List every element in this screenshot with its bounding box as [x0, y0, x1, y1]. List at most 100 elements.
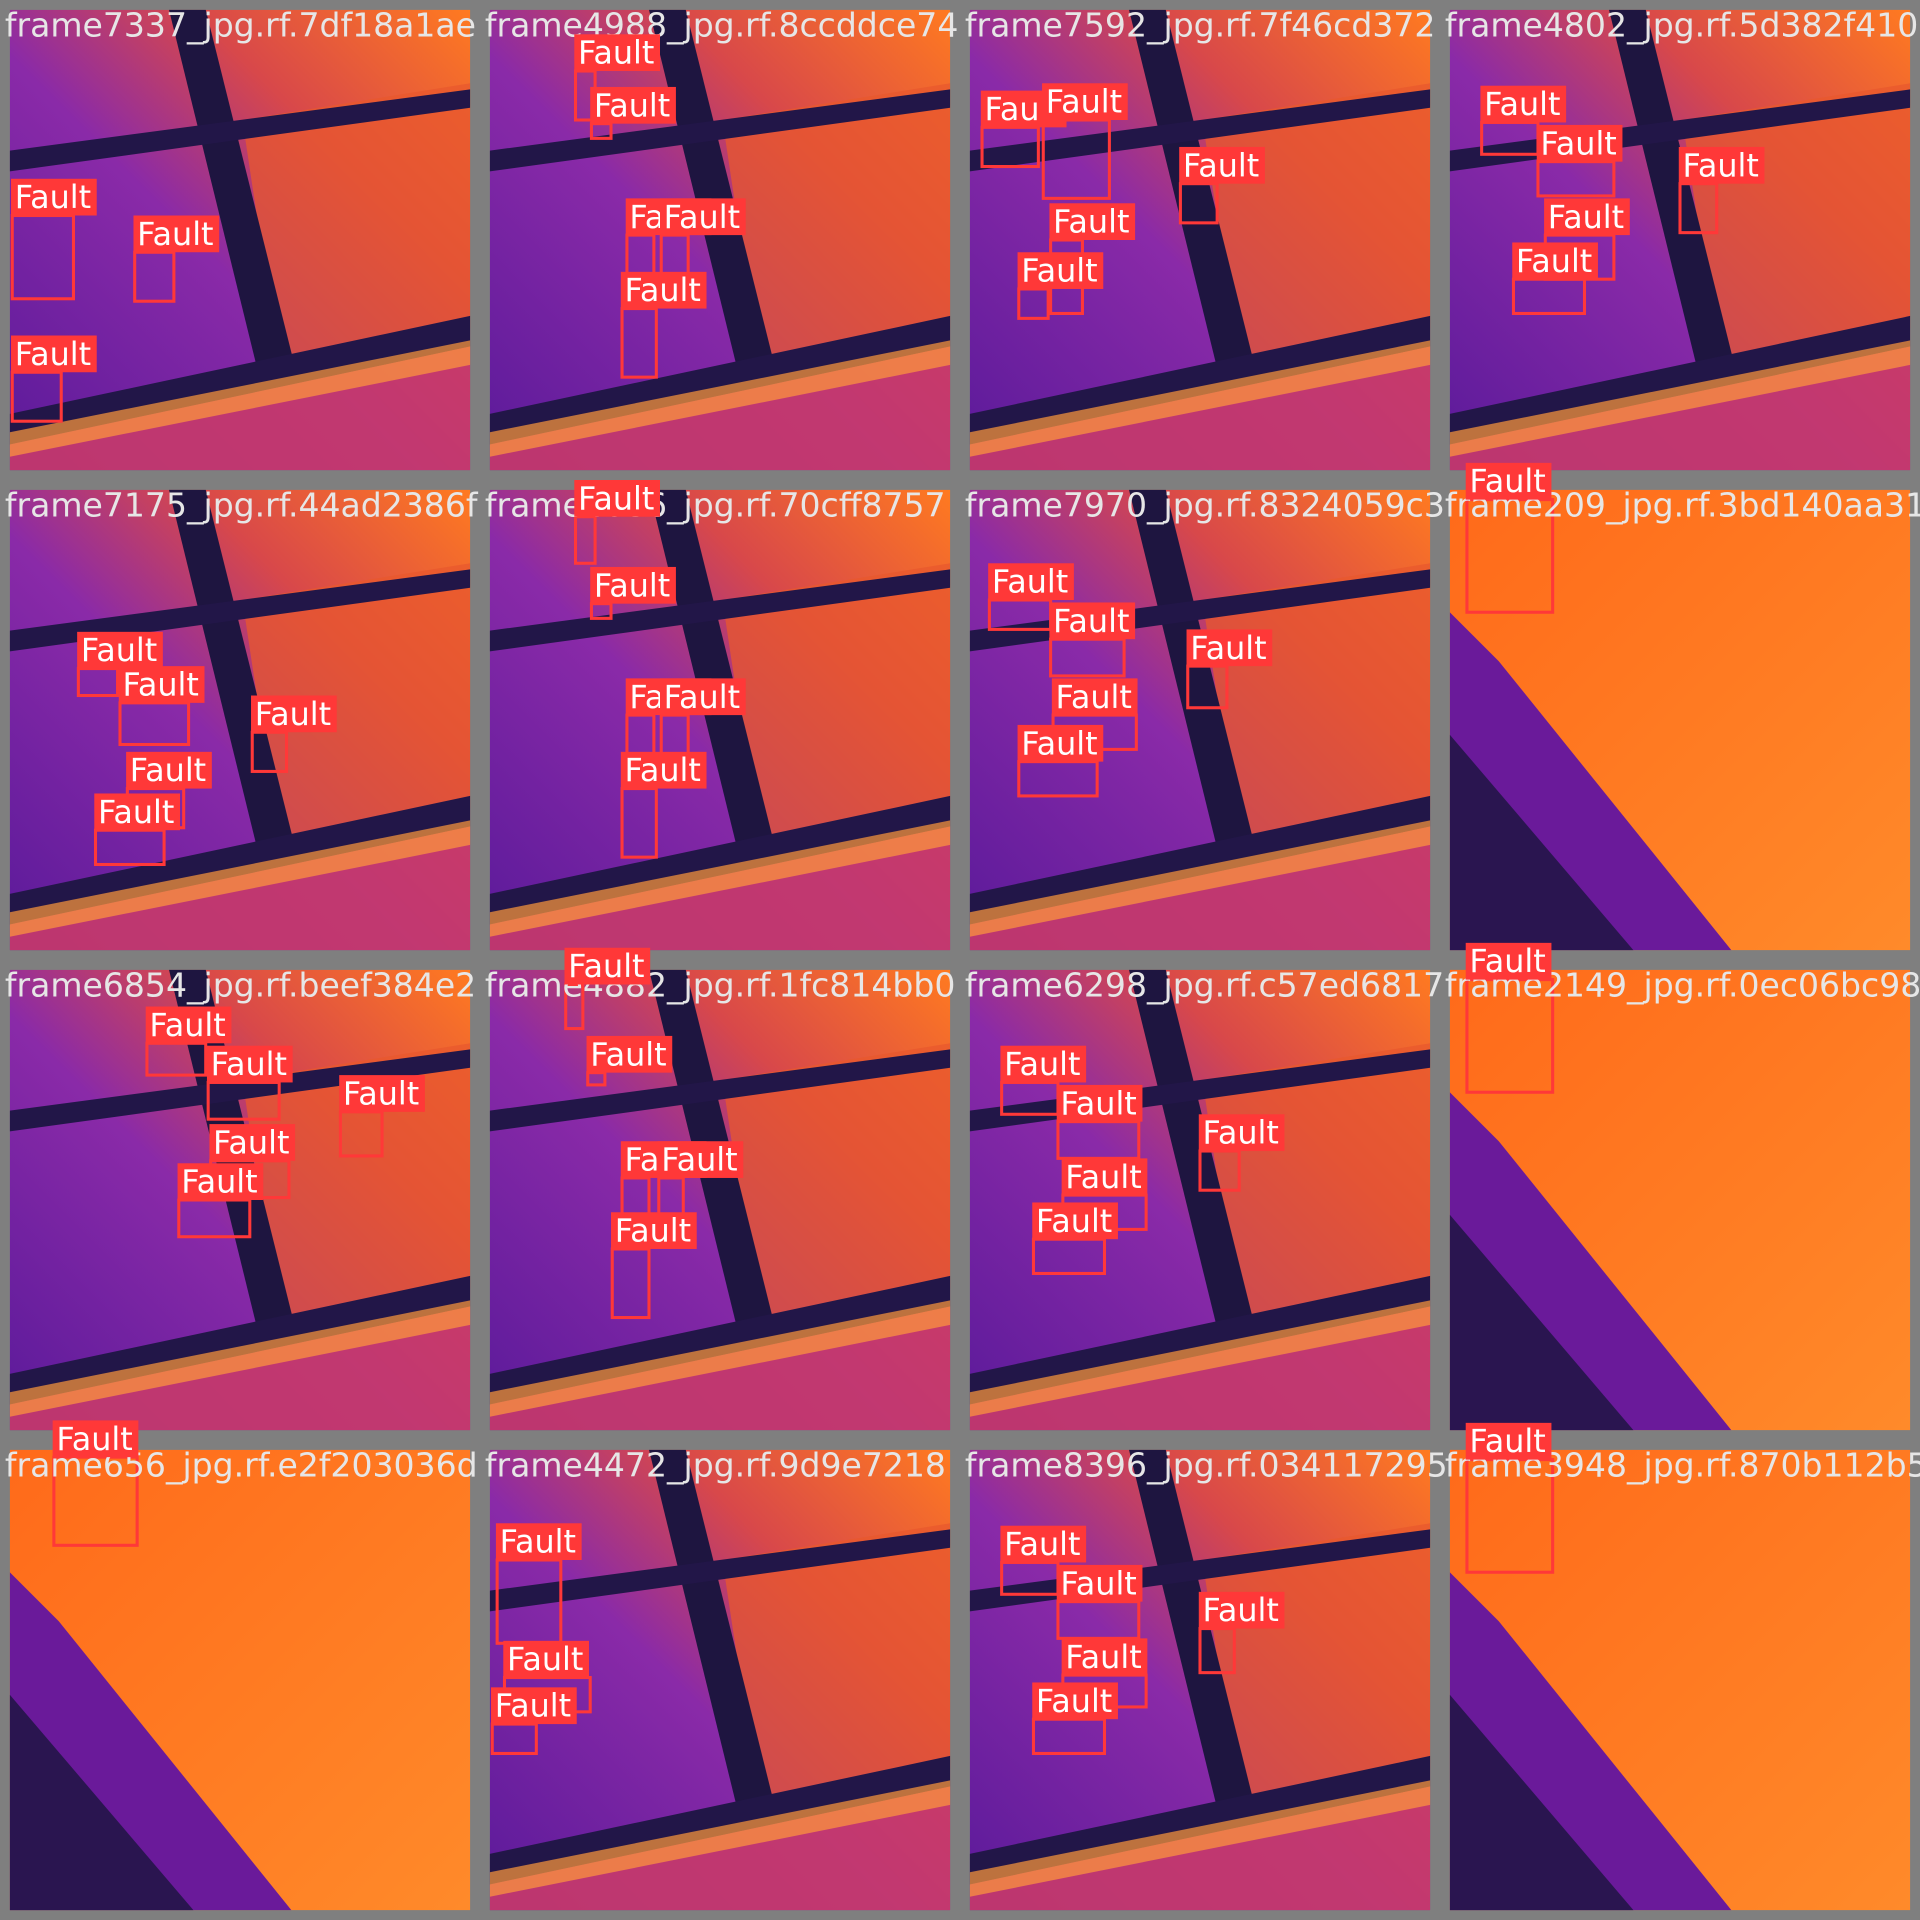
label-tab — [1512, 242, 1598, 280]
box-label: Fault — [1469, 1422, 1545, 1460]
frame-line — [9, 89, 471, 172]
panel-orange — [1202, 1043, 1431, 1325]
image-content — [489, 969, 951, 1431]
label-tab — [11, 335, 97, 373]
label-tab — [1061, 1158, 1148, 1196]
box-label: Fault — [615, 1212, 691, 1250]
box-label: Fault — [1004, 1525, 1080, 1563]
box-label: Fault — [1516, 242, 1592, 280]
label-tab — [94, 793, 180, 831]
box-label: Fault — [343, 1074, 419, 1112]
file-name: frame4882_jpg.rf.1fc814bb0 — [485, 966, 955, 1005]
frame-line — [489, 1529, 951, 1612]
frame-line — [168, 9, 298, 384]
box-label: Fault — [1036, 1682, 1112, 1720]
panel-orange — [722, 1043, 951, 1325]
file-name: frame4802_jpg.rf.5d382f410 — [1445, 6, 1918, 45]
label-tab — [503, 1640, 589, 1678]
frame-line — [9, 1049, 471, 1132]
frame-line — [489, 89, 951, 172]
box-label: Fault — [213, 1123, 289, 1161]
thermal-image — [9, 9, 471, 471]
bounding-box — [1031, 1237, 1107, 1275]
label-tab — [177, 1163, 264, 1200]
thermal-image — [489, 9, 951, 471]
box-label: Fault — [624, 751, 700, 789]
frame-line — [1608, 9, 1738, 384]
label-tab — [1056, 1084, 1143, 1122]
box-label: Fault — [1053, 602, 1129, 640]
label-tab — [1000, 1045, 1087, 1083]
label-tab — [586, 1035, 673, 1073]
label-tab — [209, 1124, 296, 1161]
label-tab — [657, 1141, 744, 1178]
ground-glow — [969, 820, 1431, 937]
label-tab — [491, 1687, 577, 1725]
box-label: Fault — [98, 793, 174, 831]
image-content — [9, 9, 471, 471]
label-tab — [126, 751, 212, 789]
frame-line — [1128, 9, 1258, 384]
box-label: Fault — [578, 479, 654, 517]
thermal-image — [1449, 969, 1911, 1431]
image-content — [1449, 9, 1911, 471]
label-tab — [988, 563, 1074, 600]
file-name: frame6298_jpg.rf.c57ed6817 — [965, 966, 1444, 1005]
box-label: Fault — [1021, 724, 1097, 762]
label-tab — [1017, 724, 1104, 762]
box-label: Fault — [500, 1523, 576, 1561]
box-label: Fault — [211, 1045, 287, 1083]
label-tab — [1042, 83, 1128, 120]
label-tab — [590, 86, 676, 124]
thermal-image — [9, 489, 471, 951]
label-tab — [1198, 1114, 1285, 1152]
frame-line — [489, 1049, 951, 1132]
box-label: Fault — [664, 678, 740, 716]
label-tab — [339, 1075, 425, 1112]
label-tab — [620, 751, 707, 789]
label-tab — [1051, 678, 1138, 716]
box-label: Fault — [1056, 678, 1132, 716]
label-tab — [1186, 629, 1273, 667]
box-label: Fault — [1046, 83, 1122, 121]
thermal-image — [969, 9, 1431, 471]
box-label: Fault — [1036, 1202, 1112, 1240]
box-label: Fault — [590, 1035, 666, 1073]
image-content — [9, 1449, 471, 1911]
box-label: Fault — [594, 566, 670, 604]
thermal-image — [1449, 9, 1911, 471]
file-name: frame7970_jpg.rf.8324059c3 — [965, 486, 1445, 525]
thermal-image — [969, 489, 1431, 951]
ground-glow — [969, 1300, 1431, 1417]
frame-line — [648, 9, 778, 384]
dark-edge-core — [1449, 1214, 1634, 1431]
box-label: Fault — [130, 751, 206, 789]
bounding-box — [1511, 277, 1587, 315]
ground-glow — [489, 1300, 951, 1417]
ground-glow — [489, 1780, 951, 1897]
image-content — [489, 9, 951, 471]
frame-line — [969, 89, 1431, 172]
dark-edge-core — [1449, 1694, 1634, 1911]
box-label: Fault — [568, 947, 644, 985]
box-label: Fault — [122, 666, 198, 704]
label-tab — [574, 34, 660, 72]
box-label: Fault — [255, 695, 331, 733]
panel-orange — [722, 1523, 951, 1805]
thermal-image — [1449, 489, 1911, 951]
image-content — [969, 489, 1431, 951]
frame-line — [489, 569, 951, 652]
file-names: frame7337_jpg.rf.7df18a1ae frame4988_jpg.… — [5, 6, 1920, 1485]
box-label: Fault — [1060, 1564, 1136, 1602]
box-label: Fault — [149, 1006, 225, 1044]
images — [9, 9, 1911, 1911]
image-content — [1449, 1449, 1911, 1911]
file-name: frame4472_jpg.rf.9d9e7218 — [485, 1446, 946, 1485]
label-tab — [11, 178, 97, 216]
box-label: Fault — [661, 1141, 737, 1179]
label-tab — [1061, 1638, 1148, 1676]
image-content — [1449, 489, 1911, 951]
box-label: Fault — [495, 1687, 571, 1725]
